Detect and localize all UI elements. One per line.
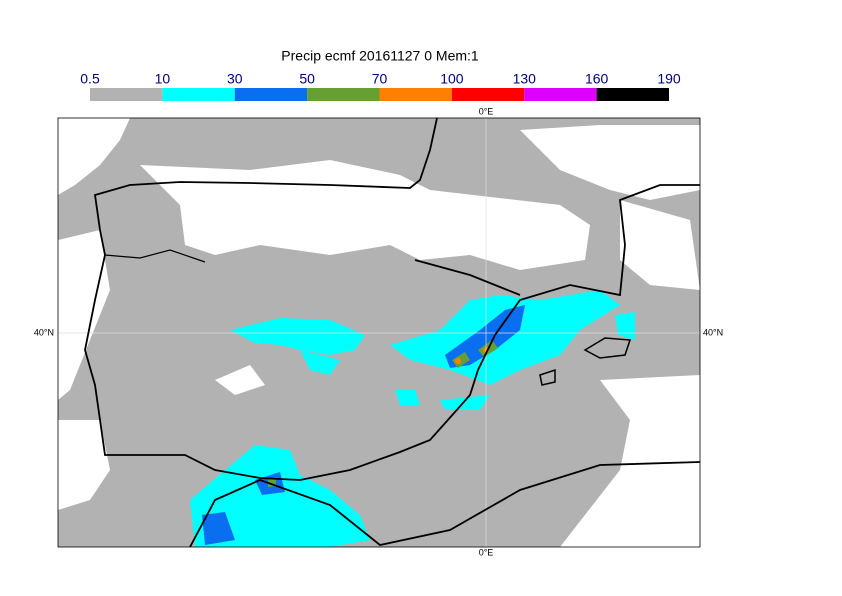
dry-area bbox=[140, 160, 590, 270]
colorbar-swatch bbox=[451, 88, 525, 101]
lat-label: 40°N bbox=[34, 327, 54, 337]
map-area bbox=[58, 118, 700, 547]
coastline bbox=[84, 118, 700, 481]
precip-blue bbox=[202, 512, 235, 545]
lon-label: 0°E bbox=[479, 106, 494, 116]
colorbar-label: 160 bbox=[585, 71, 609, 87]
precip-cyan bbox=[440, 395, 490, 410]
lat-label: 40°N bbox=[703, 327, 723, 337]
precip-cyan bbox=[230, 318, 365, 355]
island bbox=[583, 337, 632, 359]
colorbar-swatch bbox=[162, 88, 235, 101]
colorbar-swatch bbox=[90, 88, 163, 101]
colorbar-label: 10 bbox=[155, 71, 171, 87]
colorbar: 0.5 10 30 50 70 100 130 160 190 bbox=[80, 71, 681, 101]
dry-area bbox=[58, 230, 110, 400]
colorbar-swatch bbox=[234, 88, 308, 101]
precip-orange bbox=[455, 358, 461, 364]
dry-area bbox=[58, 420, 110, 510]
colorbar-label: 130 bbox=[513, 71, 537, 87]
colorbar-swatch bbox=[596, 88, 669, 101]
map-title: Precip ecmf 20161127 0 Mem:1 bbox=[281, 48, 479, 64]
coastline bbox=[189, 461, 700, 547]
colorbar-label: 30 bbox=[227, 71, 243, 87]
dry-area bbox=[215, 365, 265, 395]
island bbox=[539, 368, 556, 386]
colorbar-label: 50 bbox=[299, 71, 315, 87]
colorbar-swatch bbox=[379, 88, 452, 101]
border bbox=[104, 249, 206, 263]
lon-label: 0°E bbox=[479, 547, 494, 557]
dry-area bbox=[520, 125, 700, 200]
precip-cyan bbox=[395, 390, 420, 405]
dry-area bbox=[620, 200, 700, 290]
colorbar-label: 190 bbox=[657, 71, 681, 87]
map-frame bbox=[57, 117, 701, 548]
precip-green bbox=[452, 352, 470, 368]
dry-area bbox=[58, 118, 130, 195]
dry-area bbox=[560, 375, 700, 547]
precip-cyan bbox=[300, 350, 340, 375]
colorbar-label: 100 bbox=[440, 71, 464, 87]
colorbar-swatch bbox=[307, 88, 380, 101]
colorbar-swatch bbox=[524, 88, 597, 101]
precip-cyan bbox=[190, 445, 370, 547]
colorbar-label: 0.5 bbox=[80, 71, 100, 87]
border bbox=[414, 259, 521, 296]
colorbar-label: 70 bbox=[372, 71, 388, 87]
